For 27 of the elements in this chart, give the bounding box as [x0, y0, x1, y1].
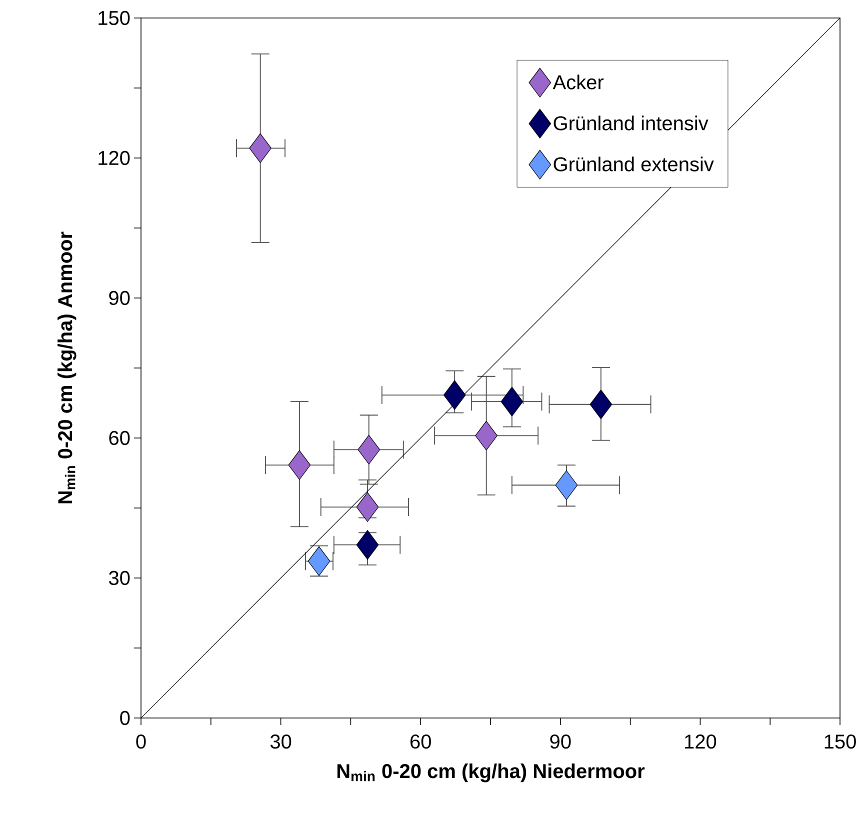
x-tick-label: 0	[136, 734, 146, 749]
y-tick-label: 120	[98, 150, 130, 166]
point	[555, 470, 578, 500]
point	[590, 390, 612, 420]
legend-label: Acker	[552, 74, 604, 90]
x-axis-title: N$_{min}$ 0-20 cm (kg/ha) Niedermoor	[337, 764, 645, 782]
x-tick-label: 120	[685, 734, 716, 749]
x-tick-label: 150	[824, 734, 856, 749]
y-tick-label: 60	[109, 430, 130, 446]
x-tick-label: 30	[270, 734, 292, 749]
point	[475, 420, 498, 450]
point	[500, 386, 524, 416]
y-tick-label: 30	[109, 570, 130, 586]
y-axis-title: N$_{min}$ 0-20 cm (kg/ha) Anmoor	[58, 232, 76, 504]
point	[249, 133, 272, 163]
y-tick-label: 150	[98, 10, 130, 26]
point	[356, 530, 379, 560]
point	[356, 492, 379, 522]
point	[358, 434, 380, 464]
x-tick-label: 60	[410, 734, 431, 749]
point	[443, 380, 466, 410]
point	[288, 450, 311, 480]
y-tick-label: 90	[109, 290, 130, 306]
legend-label: Grünland intensiv	[554, 116, 708, 130]
y-tick-label: 0	[120, 710, 130, 726]
x-tick-label: 90	[550, 734, 571, 749]
legend-label: Grünland extensiv	[554, 156, 714, 172]
